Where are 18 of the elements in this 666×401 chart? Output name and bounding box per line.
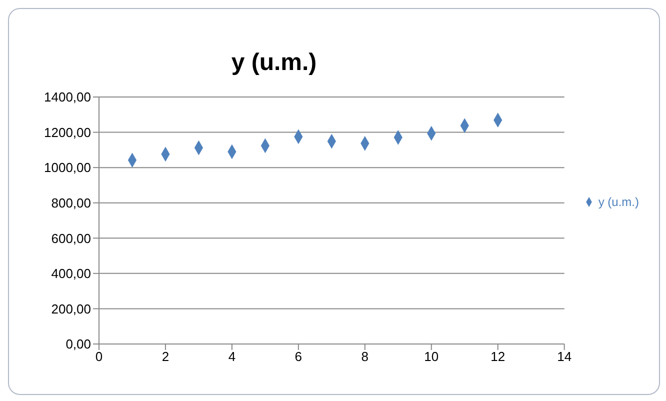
x-tick-label: 8 <box>361 349 369 364</box>
y-tick-label: 1000,00 <box>44 160 91 176</box>
x-tick-label: 6 <box>294 349 302 364</box>
x-tick-label: 0 <box>95 349 103 364</box>
y-tick-label: 200,00 <box>51 301 91 316</box>
y-tick-label: 600,00 <box>51 230 91 246</box>
x-tick-label: 4 <box>228 349 236 364</box>
legend-label: y (u.m.) <box>598 194 639 208</box>
y-tick-label: 1200,00 <box>44 124 91 140</box>
y-tick-label: 0,00 <box>66 336 91 352</box>
y-tick-label: 400,00 <box>51 266 91 282</box>
y-tick-label: 800,00 <box>51 195 91 210</box>
y-tick-label: 1400,00 <box>44 90 91 105</box>
x-tick-label: 2 <box>162 349 170 364</box>
x-tick-label: 14 <box>557 349 572 364</box>
x-tick-label: 10 <box>424 349 439 364</box>
chart-title: y (u.m.) <box>230 49 318 77</box>
x-tick-label: 12 <box>490 349 506 364</box>
